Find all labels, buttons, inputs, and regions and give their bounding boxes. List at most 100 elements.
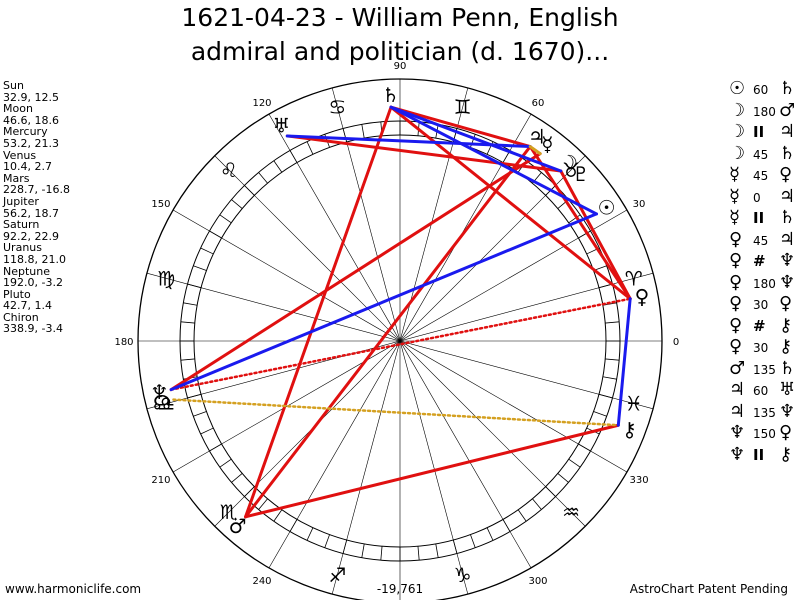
degree-tick bbox=[180, 358, 195, 361]
aspect-body-glyph: ☿ bbox=[729, 164, 741, 185]
aspect-row: ☿ II ♄ bbox=[729, 207, 800, 229]
chart-title-line-2: admiral and politician (d. 1670)... bbox=[190, 37, 610, 66]
aspect-row: ☿ 45 ♀ bbox=[729, 164, 800, 186]
position-value-saturn: 92.2, 22.9 bbox=[3, 229, 59, 243]
aspect-angle: 180 bbox=[753, 104, 776, 119]
sign-glyph: ♒ bbox=[562, 500, 580, 524]
aspect-target-glyph: ♄ bbox=[779, 207, 796, 228]
degree-tick bbox=[435, 543, 439, 558]
degree-label: 150 bbox=[151, 199, 170, 210]
degree-label: 90 bbox=[394, 61, 407, 72]
degree-label: 120 bbox=[252, 98, 271, 109]
aspect-row: ♆ II ⚷ bbox=[729, 444, 800, 466]
aspect-body-glyph: ♀ bbox=[729, 228, 743, 250]
aspect-line bbox=[528, 145, 632, 301]
aspect-body-glyph: ♀ bbox=[729, 250, 743, 271]
degree-label: 30 bbox=[633, 199, 646, 210]
aspect-row: ♀ 30 ⚷ bbox=[729, 336, 800, 358]
aspect-target-glyph: ♆ bbox=[779, 250, 796, 271]
aspect-row: ♀ 30 ♀ bbox=[729, 293, 800, 315]
sign-glyph: ♐ bbox=[328, 563, 346, 587]
position-name-mercury: Mercury bbox=[3, 125, 48, 139]
position-name-uranus: Uranus bbox=[3, 241, 42, 255]
aspect-line bbox=[244, 145, 532, 519]
aspect-row: ♂ 135 ♄ bbox=[729, 358, 800, 380]
aspect-line bbox=[169, 212, 598, 392]
body-glyph-neptune: ♆ bbox=[150, 380, 168, 404]
degree-tick bbox=[273, 160, 283, 173]
sign-glyph: ♋ bbox=[328, 95, 346, 119]
aspect-target-glyph: ♅ bbox=[779, 379, 796, 400]
degree-label: 0 bbox=[673, 337, 679, 348]
aspect-line bbox=[169, 152, 542, 392]
body-glyph-node: ☊ bbox=[153, 391, 171, 415]
aspect-target-glyph: ♄ bbox=[779, 357, 796, 379]
aspect-body-glyph: ♃ bbox=[729, 379, 746, 400]
degree-tick bbox=[306, 527, 314, 541]
footer-patent-note: AstroChart Patent Pending bbox=[629, 582, 788, 596]
position-name-sun: Sun bbox=[3, 79, 24, 92]
sign-glyph: ♎ bbox=[157, 392, 175, 416]
position-name-pluto: Pluto bbox=[3, 287, 31, 301]
degree-tick bbox=[193, 411, 207, 417]
aspect-target-glyph: ♀ bbox=[779, 164, 793, 185]
sign-glyph: ♉ bbox=[562, 158, 580, 182]
aspect-line bbox=[389, 105, 632, 301]
aspect-angle: # bbox=[753, 252, 766, 270]
degree-tick bbox=[532, 498, 542, 510]
aspect-angle: 135 bbox=[753, 405, 776, 420]
position-value-pluto: 42.7, 1.4 bbox=[3, 299, 52, 313]
sign-glyph: ♊ bbox=[454, 95, 472, 119]
aspect-grid: ☉ 60 ♄ ☽ 180 ♂ ☽ II ♃ ☽ 45 ♄ ☿ 45 ♀ ☿ 0 ♃ ☿ II ♄ ♀ 45 ♃ ♀ # ♆ ♀ 180 ♆… bbox=[729, 78, 800, 465]
aspect-body-glyph: ☿ bbox=[729, 185, 741, 207]
aspect-target-glyph: ♃ bbox=[779, 121, 796, 142]
position-name-venus: Venus bbox=[3, 148, 37, 162]
degree-tick bbox=[602, 376, 617, 380]
position-value-jupiter: 56.2, 18.7 bbox=[3, 206, 59, 220]
aspect-line bbox=[244, 423, 620, 519]
aspect-line bbox=[389, 105, 598, 216]
aspect-row: ♀ # ⚷ bbox=[729, 315, 800, 337]
degree-label: 300 bbox=[528, 576, 547, 587]
degree-label: 60 bbox=[532, 98, 545, 109]
aspect-target-glyph: ⚷ bbox=[779, 314, 793, 336]
degree-tick bbox=[306, 141, 314, 155]
body-glyph-mars: ♂ bbox=[229, 514, 247, 538]
body-glyph-moon: ☽ bbox=[560, 150, 578, 174]
aspect-angle: # bbox=[753, 316, 766, 335]
degree-tick bbox=[273, 509, 283, 522]
body-glyph-mercury: ☿ bbox=[541, 132, 553, 156]
degree-tick bbox=[380, 546, 383, 561]
aspect-body-glyph: ☿ bbox=[729, 207, 741, 228]
position-name-jupiter: Jupiter bbox=[3, 194, 39, 208]
aspect-body-glyph: ♆ bbox=[729, 422, 746, 443]
spoke-line bbox=[146, 272, 654, 410]
aspect-angle: II bbox=[753, 445, 765, 464]
aspect-row: ♀ 45 ♃ bbox=[729, 229, 800, 251]
aspect-body-glyph: ☽ bbox=[729, 99, 746, 121]
aspect-angle: 60 bbox=[753, 384, 769, 398]
aspect-row: ♀ 180 ♆ bbox=[729, 272, 800, 294]
aspect-angle: 0 bbox=[753, 190, 761, 205]
degree-tick bbox=[470, 534, 476, 548]
aspect-angle: 30 bbox=[753, 298, 769, 312]
degree-tick bbox=[417, 546, 420, 561]
aspect-angle: 45 bbox=[753, 147, 769, 162]
chart-title-line-1: 1621-04-23 - William Penn, English bbox=[181, 3, 619, 32]
aspect-line bbox=[559, 169, 632, 301]
degree-tick bbox=[593, 411, 607, 417]
aspect-line bbox=[172, 398, 620, 427]
degree-tick bbox=[258, 172, 268, 184]
sign-glyph: ♓ bbox=[625, 392, 643, 416]
degree-tick bbox=[219, 458, 232, 468]
sign-glyph: ♑ bbox=[454, 563, 472, 587]
body-glyph-chiron: ⚷ bbox=[622, 418, 637, 442]
aspect-row: ☽ 45 ♄ bbox=[729, 143, 800, 165]
aspect-target-glyph: ♀ bbox=[779, 422, 793, 443]
aspect-angle: 45 bbox=[753, 169, 769, 183]
sign-glyph: ♏ bbox=[220, 500, 238, 524]
aspect-line bbox=[285, 134, 563, 173]
body-glyph-saturn: ♄ bbox=[382, 83, 400, 107]
degree-tick bbox=[231, 199, 243, 209]
